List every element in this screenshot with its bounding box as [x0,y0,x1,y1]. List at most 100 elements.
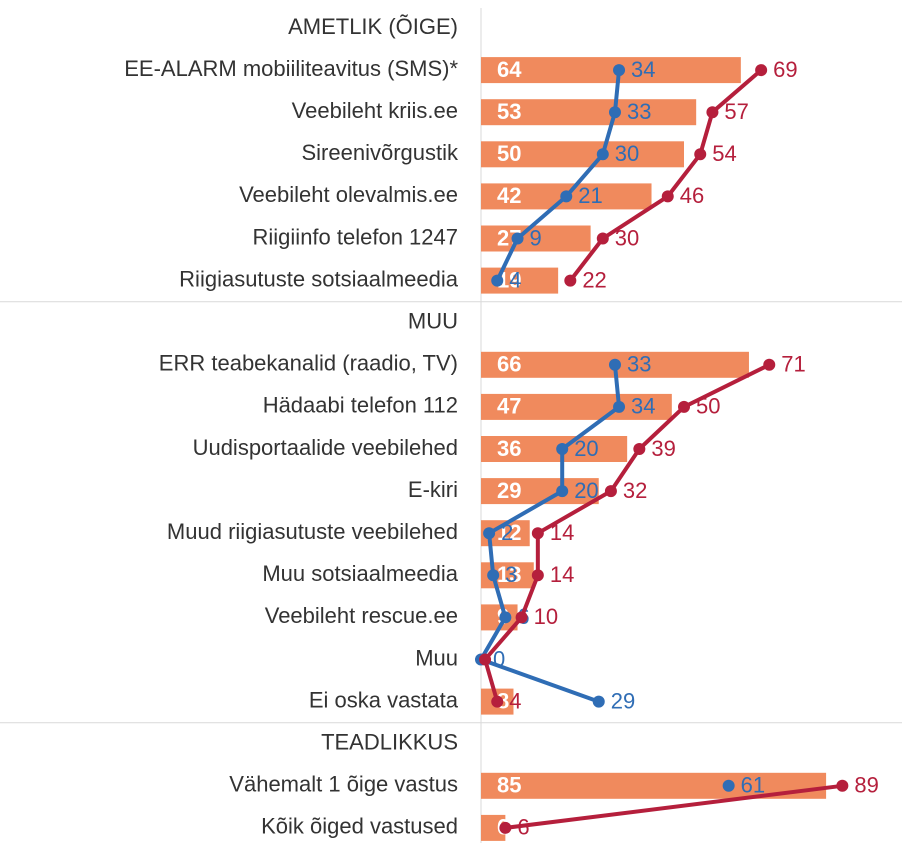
line [495,69,622,282]
category-label: Muu sotsiaalmeedia [262,561,458,586]
category-label: Veebileht kriis.ee [292,98,458,123]
value-label: 69 [773,57,797,82]
value-label: 0 [493,646,505,671]
category-label: Veebileht rescue.ee [265,603,458,628]
category-label: Veebileht olevalmis.ee [239,182,458,207]
value-label: 33 [627,352,651,377]
point [755,64,768,77]
bar-label: 64 [497,57,522,82]
value-label: 89 [854,773,878,798]
value-label: 34 [631,394,655,419]
value-label: 30 [615,225,639,250]
bar [481,57,741,84]
category-label: EE-ALARM mobiiliteavitus (SMS)* [124,56,458,81]
line [568,68,763,282]
category-label: Riigiinfo telefon 1247 [253,224,458,249]
point [515,611,528,624]
category-label: Muud riigiasutuste veebilehed [167,519,458,544]
category-label: AMETLIK (ÕIGE) [288,14,458,39]
value-label: 14 [550,520,574,545]
value-label: 20 [574,436,598,461]
value-label: 39 [651,436,675,461]
category-label: E-kiri [408,477,458,502]
bar [481,99,697,126]
point [511,232,524,245]
point [499,821,512,834]
value-label: 21 [578,183,602,208]
bar-label: 36 [497,436,521,461]
value-label: 61 [741,773,765,798]
category-label: Sireenivõrgustik [301,140,459,165]
bar [481,393,672,420]
value-label: 4 [509,267,521,292]
value-label: 32 [623,478,647,503]
value-label: 10 [534,604,558,629]
bar [481,478,599,505]
point [556,443,569,455]
point [483,527,496,540]
value-label: 9 [530,225,542,250]
bar [481,436,628,462]
category-label: MUU [408,309,458,334]
point [613,64,626,77]
point [836,779,849,792]
point [608,358,621,371]
point [678,400,690,413]
category-label: Muu [415,645,458,670]
point [491,695,504,708]
point [608,106,621,119]
category-label: TEADLIKKUS [321,730,458,755]
value-label: 57 [724,99,748,124]
point [560,190,573,203]
point [531,569,544,582]
point [694,148,707,161]
point [491,274,504,287]
category-label: Riigiasutuste sotsiaalmeedia [179,266,459,291]
value-label: 6 [517,815,529,840]
category-label: Ei oska vastata [309,687,459,712]
value-label: 34 [631,57,655,82]
point [596,232,609,245]
bar-label: 50 [497,141,521,166]
category-label: Uudisportaalide veebilehed [193,435,458,460]
point [706,106,719,119]
value-label: 33 [627,99,651,124]
value-label: 2 [501,520,513,545]
value-label: 3 [505,562,517,587]
point [613,400,626,413]
point [604,485,617,498]
value-label: 46 [680,183,704,208]
category-label: ERR teabekanalid (raadio, TV) [159,351,458,376]
bar-label: 13 [497,562,521,587]
point [499,611,512,624]
value-label: 50 [696,394,720,419]
bar [481,141,684,168]
value-label: 30 [615,141,639,166]
value-label: 71 [781,352,805,377]
value-label: 4 [509,688,521,713]
bar-label: 66 [497,352,521,377]
value-label: 14 [550,562,574,587]
value-label: 29 [611,688,635,713]
bar-label: 47 [497,394,521,419]
value-label: 22 [582,267,606,292]
value-label: 54 [712,141,736,166]
point [592,695,605,708]
bar-label: 29 [497,478,521,503]
point [564,274,577,287]
category-label: Hädaabi telefon 112 [263,393,458,418]
bar-label: 85 [497,773,521,798]
point [661,190,674,203]
point [556,485,569,498]
line [505,783,843,830]
point [722,779,735,792]
point [763,358,776,371]
point [531,527,544,540]
category-label: Vähemalt 1 õige vastus [229,772,458,797]
point [596,148,609,161]
bar-label: 53 [497,99,521,124]
point [479,653,492,666]
bar [481,225,591,252]
point [487,569,500,582]
bar-label: 42 [497,183,521,208]
